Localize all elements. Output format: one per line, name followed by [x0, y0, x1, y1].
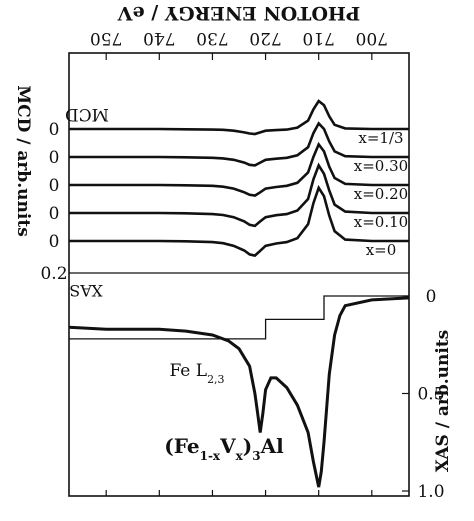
x-tick-group: 700 710 720 730 740 750	[90, 28, 388, 496]
mcd-series-label-1: x=0.30	[354, 157, 408, 175]
mcd-series-label-4: x=0	[366, 241, 397, 259]
x-tick-label-0: 700	[356, 28, 388, 48]
x-axis-label: PHOTON ENERGY / eV	[117, 2, 361, 24]
x-tick-label-3: 730	[196, 28, 228, 48]
xas-step-line	[69, 295, 409, 340]
mcd-y-tick-label-4: 0	[49, 232, 60, 252]
xas-axis-label: XAS / arb.units	[433, 330, 453, 472]
x-tick-label-1: 710	[302, 28, 334, 48]
x-tick-label-5: 750	[90, 28, 122, 48]
xas-y-tick-label-0: 0	[426, 287, 437, 307]
mcd-y-tick-label-1: 0	[49, 148, 60, 168]
mcd-y-tick-label-0: 0	[49, 120, 60, 140]
xas-panel-label: XAS	[69, 281, 102, 300]
plot-frame	[68, 52, 410, 497]
mcd-series-2	[69, 141, 409, 197]
xas-y-tick-label-2: 1.0	[417, 482, 444, 502]
mcd-series-4	[69, 184, 409, 258]
mcd-series-0	[69, 99, 409, 136]
scale-bar-label: 0.2	[40, 264, 67, 284]
compound-annotation: (Fe1-xVx)3Al	[164, 434, 284, 463]
mcd-axis-label: MCD / arb.units	[13, 85, 33, 237]
mcd-y-tick-label-2: 0	[49, 176, 60, 196]
mcd-series-label-3: x=0.10	[354, 213, 408, 231]
xas-curve	[68, 296, 410, 488]
mcd-series-labels: x=1/3 x=0.30 x=0.20 x=0.10 x=0	[354, 129, 408, 259]
mcd-y-tick-label-3: 0	[49, 204, 60, 224]
mcd-panel-label: MCD	[65, 104, 109, 124]
xas-y-tick-label-1: 0.5	[417, 385, 444, 405]
mcd-series-label-0: x=1/3	[358, 129, 403, 147]
edge-annotation: Fe L2,3	[169, 361, 224, 386]
mcd-series-3	[69, 162, 409, 228]
x-tick-label-2: 720	[249, 28, 281, 48]
mcd-series-group	[69, 99, 409, 258]
mcd-series-label-2: x=0.20	[354, 185, 408, 203]
mcd-series-1	[69, 121, 409, 167]
x-tick-label-4: 740	[143, 28, 175, 48]
xas-y-tick-group: 0 0.5 1.0	[402, 287, 445, 502]
mcd-y-tick-labels: 0 0 0 0 0 0.2	[40, 120, 67, 284]
